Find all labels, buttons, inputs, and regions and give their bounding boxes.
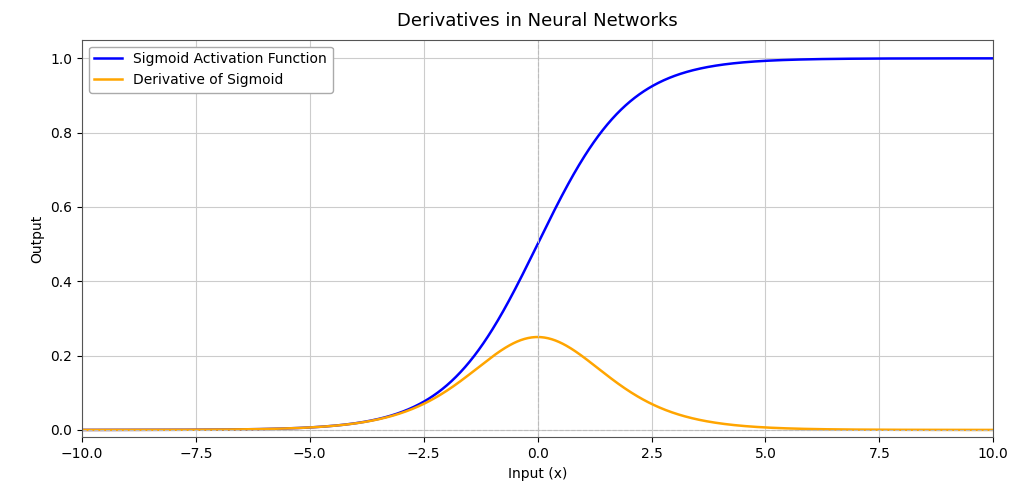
Derivative of Sigmoid (804, 426, 816, 432)
Derivative of Sigmoid (531, 334, 544, 340)
Sigmoid Activation Function (701, 64, 714, 70)
Sigmoid Activation Function (786, 57, 799, 63)
Y-axis label: Output: Output (31, 214, 45, 263)
Derivative of Sigmoid (787, 425, 800, 431)
Derivative of Sigmoid (477, 360, 489, 366)
Derivative of Sigmoid (444, 385, 457, 391)
Line: Sigmoid Activation Function: Sigmoid Activation Function (82, 58, 993, 430)
Sigmoid Activation Function (169, 427, 181, 433)
Sigmoid Activation Function (987, 55, 999, 61)
Title: Derivatives in Neural Networks: Derivatives in Neural Networks (397, 12, 678, 30)
Line: Derivative of Sigmoid: Derivative of Sigmoid (82, 337, 993, 430)
X-axis label: Input (x): Input (x) (508, 467, 567, 481)
Derivative of Sigmoid (169, 427, 181, 433)
Derivative of Sigmoid (76, 427, 88, 433)
Sigmoid Activation Function (444, 379, 457, 385)
Derivative of Sigmoid (987, 427, 999, 433)
Sigmoid Activation Function (803, 56, 815, 62)
Sigmoid Activation Function (76, 427, 88, 433)
Sigmoid Activation Function (477, 340, 489, 346)
Legend: Sigmoid Activation Function, Derivative of Sigmoid: Sigmoid Activation Function, Derivative … (89, 47, 333, 93)
Derivative of Sigmoid (702, 418, 715, 424)
